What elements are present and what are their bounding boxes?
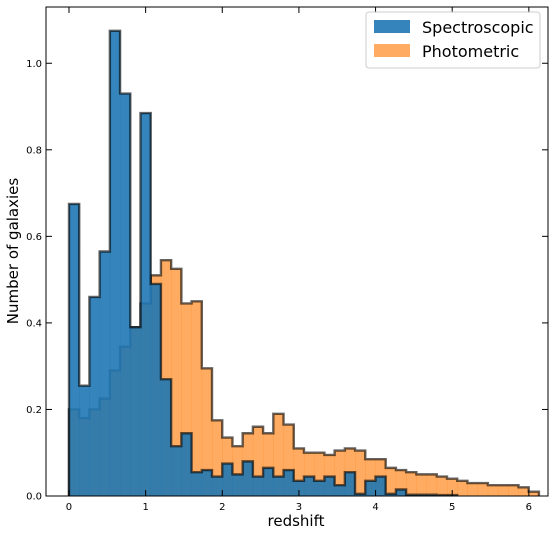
spectroscopic-series [67, 29, 459, 497]
legend: Spectroscopic Photometric [365, 11, 541, 69]
photometric-bar [518, 487, 530, 496]
y-tick-label: 0.8 [26, 145, 42, 156]
photometric-bar [467, 483, 478, 496]
photometric-bar [273, 413, 284, 496]
photometric-bar [498, 485, 509, 496]
x-tick-label: 1 [142, 502, 148, 513]
x-tick-label: 2 [219, 502, 225, 513]
spectroscopic-bar [191, 472, 203, 496]
legend-swatch-spectroscopic [374, 20, 410, 33]
photometric-bar [477, 483, 489, 496]
spectroscopic-bar [99, 251, 111, 496]
spectroscopic-bar [130, 327, 141, 496]
spectroscopic-bar [314, 480, 325, 496]
photometric-bar [232, 446, 243, 496]
spectroscopic-bar [344, 472, 356, 496]
spectroscopic-bar [242, 461, 254, 496]
x-tick-label: 0 [66, 502, 72, 513]
spectroscopic-bar [334, 485, 346, 496]
photometric-bar [416, 474, 427, 496]
spectroscopic-bar [171, 446, 182, 496]
photometric-bar [303, 452, 315, 496]
photometric-bar [365, 459, 376, 496]
spectroscopic-bar [79, 385, 90, 496]
spectroscopic-bar [222, 463, 233, 496]
y-tick-label: 0.4 [26, 318, 42, 329]
legend-label-spectroscopic: Spectroscopic [422, 18, 534, 37]
photometric-bar [487, 485, 499, 496]
photometric-bar [171, 268, 182, 496]
tick-marks: 0 1 2 3 4 5 6 0.0 0.2 0.4 0.6 0.8 1.0 [26, 7, 548, 513]
x-axis-label: redshift [268, 512, 325, 530]
spectroscopic-outline [67, 29, 459, 497]
spectroscopic-bar [375, 476, 386, 496]
photometric-bar [191, 301, 203, 496]
spectroscopic-bar [68, 203, 80, 496]
spectroscopic-bar [395, 489, 407, 496]
legend-label-photometric: Photometric [422, 42, 519, 61]
photometric-bar [181, 303, 192, 496]
spectroscopic-bar [201, 470, 213, 496]
y-tick-label: 0.6 [26, 232, 42, 243]
photometric-bar [528, 491, 540, 496]
spectroscopic-bar [293, 480, 305, 496]
photometric-bar [426, 474, 438, 496]
spectroscopic-bar [109, 30, 121, 497]
spectroscopic-bar [263, 467, 274, 496]
y-tick-label: 1.0 [26, 59, 42, 70]
photometric-bar [385, 467, 397, 496]
spectroscopic-bar [160, 379, 172, 496]
photometric-bar [293, 448, 305, 496]
x-tick-label: 5 [449, 502, 455, 513]
spectroscopic-bar [140, 113, 152, 496]
photometric-bar [508, 485, 519, 496]
spectroscopic-bar [150, 283, 162, 496]
photometric-bar [212, 420, 223, 496]
photometric-bar [406, 472, 417, 496]
photometric-bar [252, 426, 264, 496]
x-tick-label: 3 [296, 502, 302, 513]
photometric-bar [201, 368, 213, 496]
spectroscopic-bar [120, 93, 131, 496]
photometric-bar [283, 424, 295, 496]
spectroscopic-bar [252, 476, 264, 496]
photometric-bar [457, 480, 468, 496]
y-axis-label: Number of galaxies [4, 178, 22, 325]
spectroscopic-bar [232, 474, 243, 496]
legend-swatch-photometric [374, 44, 410, 57]
x-tick-label: 4 [372, 502, 378, 513]
y-tick-label: 0.0 [26, 492, 42, 503]
x-tick-label: 6 [526, 502, 532, 513]
photometric-bar [314, 452, 325, 496]
spectroscopic-bar [303, 476, 315, 496]
y-tick-label: 0.2 [26, 405, 42, 416]
spectroscopic-bar [365, 480, 376, 496]
plot-frame [45, 6, 549, 497]
photometric-bar [395, 470, 407, 496]
spectroscopic-bar [181, 433, 192, 496]
photometric-bar [263, 433, 274, 496]
spectroscopic-bar [89, 296, 100, 496]
axes [45, 6, 549, 497]
spectroscopic-bar [324, 476, 335, 496]
spectroscopic-bar [283, 470, 295, 496]
photometric-bar [446, 478, 458, 496]
photometric-bar [334, 450, 346, 496]
photometric-bar [436, 476, 448, 496]
spectroscopic-bar [273, 476, 284, 496]
photometric-bar [355, 450, 366, 496]
spectroscopic-bar [212, 476, 223, 496]
